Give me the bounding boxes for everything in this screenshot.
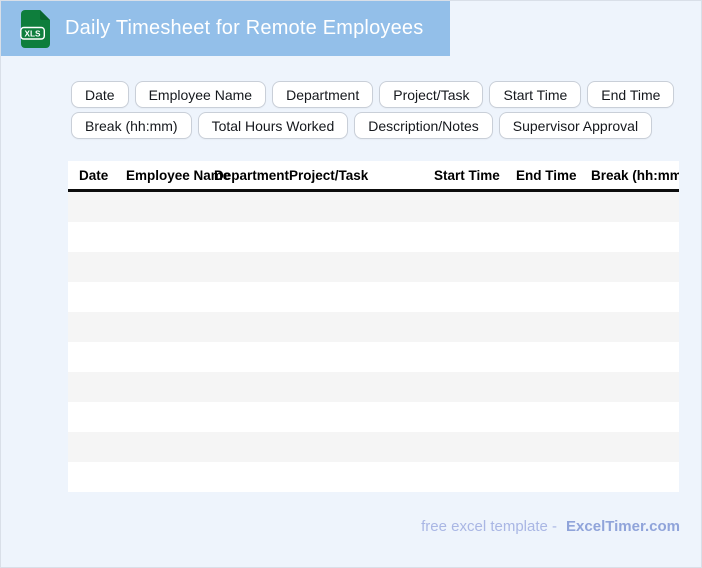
xls-icon-label: XLS (25, 29, 41, 38)
col-header-end-time: End Time (516, 168, 577, 183)
footer: free excel template - ExcelTimer.com (421, 518, 680, 535)
footer-brand-link[interactable]: ExcelTimer.com (566, 518, 680, 535)
chip-date[interactable]: Date (71, 81, 129, 108)
chip-start-time[interactable]: Start Time (489, 81, 582, 108)
table-row (68, 252, 679, 282)
chip-project-task[interactable]: Project/Task (379, 81, 484, 108)
title-banner: XLS Daily Timesheet for Remote Employees (1, 1, 450, 56)
table-row (68, 372, 679, 402)
chip-department[interactable]: Department (272, 81, 374, 108)
table-row (68, 312, 679, 342)
chip-total-hours[interactable]: Total Hours Worked (197, 112, 349, 139)
col-header-start-time: Start Time (434, 168, 500, 183)
col-header-date: Date (79, 168, 109, 183)
col-header-employee-name: Employee Name (126, 168, 231, 183)
table-row (68, 192, 679, 222)
table-body (68, 192, 679, 492)
page-title: Daily Timesheet for Remote Employees (65, 17, 424, 39)
col-header-break: Break (hh:mm) (591, 168, 679, 183)
table-row (68, 462, 679, 492)
chip-employee-name[interactable]: Employee Name (134, 81, 267, 108)
chip-break[interactable]: Break (hh:mm) (71, 112, 192, 139)
table-row (68, 402, 679, 432)
keyword-chips-row1: Date Employee Name Department Project/Ta… (71, 81, 675, 108)
chip-end-time[interactable]: End Time (587, 81, 675, 108)
col-header-department: Department (214, 168, 290, 183)
table-row (68, 432, 679, 462)
col-header-project-task: Project/Task (289, 168, 369, 183)
timesheet-table: Date Employee Name Department Project/Ta… (68, 161, 679, 492)
footer-text: free excel template - (421, 518, 558, 535)
xls-file-icon: XLS (20, 9, 50, 48)
table-row (68, 342, 679, 372)
chip-supervisor-approval[interactable]: Supervisor Approval (498, 112, 653, 139)
chip-description-notes[interactable]: Description/Notes (354, 112, 493, 139)
table-row (68, 282, 679, 312)
keyword-chips-row2: Break (hh:mm) Total Hours Worked Descrip… (71, 112, 653, 139)
table-header-row: Date Employee Name Department Project/Ta… (68, 161, 679, 192)
table-row (68, 222, 679, 252)
